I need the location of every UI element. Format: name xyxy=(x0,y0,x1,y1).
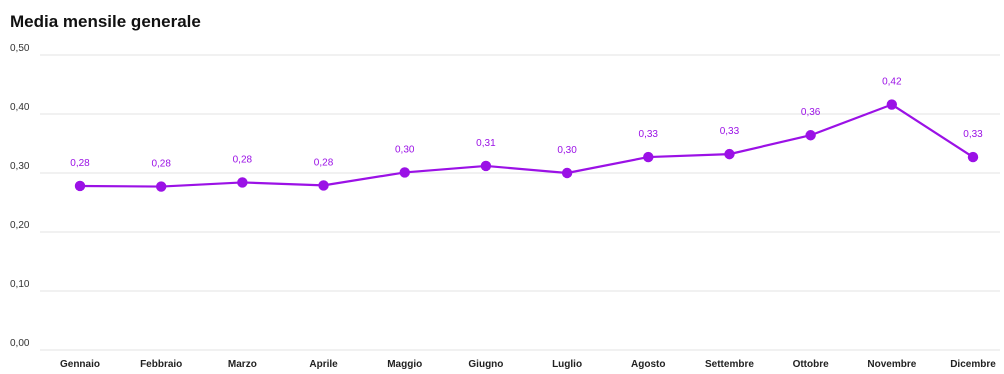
data-label: 0,28 xyxy=(233,154,253,165)
y-tick-label: 0,00 xyxy=(10,338,30,349)
data-label: 0,30 xyxy=(557,145,577,156)
data-label: 0,28 xyxy=(314,157,334,168)
x-tick-label: Dicembre xyxy=(950,359,996,370)
x-tick-label: Settembre xyxy=(705,359,754,370)
data-label: 0,31 xyxy=(476,138,496,149)
data-point xyxy=(886,99,898,110)
y-tick-label: 0,50 xyxy=(10,43,30,54)
data-point xyxy=(399,167,410,178)
data-point xyxy=(561,167,573,179)
data-point xyxy=(155,181,167,192)
x-tick-label: Luglio xyxy=(552,359,582,370)
data-label: 0,33 xyxy=(963,129,983,140)
x-tick-label: Ottobre xyxy=(793,359,830,370)
y-tick-label: 0,40 xyxy=(10,102,30,113)
x-tick-label: Maggio xyxy=(387,359,422,370)
data-point xyxy=(237,177,248,188)
data-label: 0,33 xyxy=(639,129,659,140)
data-label: 0,33 xyxy=(720,126,740,137)
data-point xyxy=(643,151,654,163)
data-point xyxy=(724,148,735,160)
data-label: 0,28 xyxy=(151,159,171,170)
data-label: 0,28 xyxy=(70,158,90,169)
data-point xyxy=(74,180,86,192)
x-tick-label: Giugno xyxy=(468,359,503,370)
x-tick-label: Marzo xyxy=(228,359,257,370)
x-tick-label: Agosto xyxy=(631,359,665,370)
series-line xyxy=(79,103,974,188)
x-tick-label: Febbraio xyxy=(140,359,182,370)
data-label: 0,30 xyxy=(395,144,415,155)
data-label: 0,42 xyxy=(882,77,902,88)
chart-title: Media mensile generale xyxy=(10,12,201,31)
data-point xyxy=(967,151,979,163)
data-point xyxy=(480,160,492,172)
x-tick-label: Aprile xyxy=(309,359,338,370)
x-tick-label: Novembre xyxy=(867,359,916,370)
data-label: 0,36 xyxy=(801,107,821,118)
y-tick-label: 0,20 xyxy=(10,220,30,231)
y-tick-label: 0,10 xyxy=(10,279,30,290)
data-point xyxy=(805,130,816,141)
x-tick-label: Gennaio xyxy=(60,359,100,370)
data-point xyxy=(318,180,329,191)
y-tick-label: 0,30 xyxy=(10,161,30,172)
